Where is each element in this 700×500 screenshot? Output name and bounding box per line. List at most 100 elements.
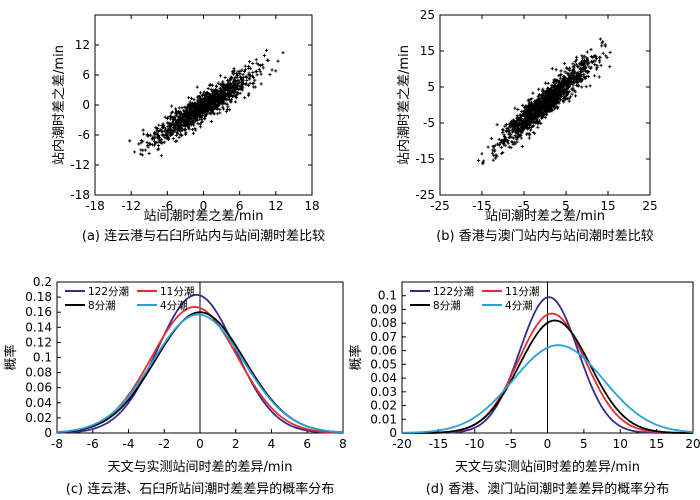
scatter-point [212,107,216,111]
scatter-point [232,69,237,73]
scatter-point [183,109,187,114]
scatter-point [151,135,155,139]
scatter-point [563,70,567,74]
scatter-point [230,85,234,89]
scatter-point [578,70,583,74]
scatter-point [574,62,578,66]
scatter-point [173,121,177,125]
scatter-point [203,104,207,108]
scatter-point [557,74,561,78]
scatter-point [567,73,571,77]
scatter-point [227,88,231,93]
scatter-point [207,101,212,105]
scatter-point [226,105,230,109]
x-tick-label: 6 [303,437,311,451]
scatter-point [187,118,191,122]
scatter-point [193,109,197,113]
scatter-point [601,51,605,55]
scatter-point [196,110,200,114]
scatter-point [608,50,612,54]
scatter-point [194,128,198,132]
x-tick-label: 0 [544,437,552,451]
scatter-point [552,80,556,84]
scatter-point [159,141,164,145]
scatter-point [559,72,563,77]
scatter-point [141,139,145,143]
y-tick-label: 0.09 [370,302,397,316]
y-tick-label: -5 [423,116,435,130]
scatter-point [170,104,174,108]
scatter-point [196,122,200,126]
scatter-point [179,129,183,133]
panel-caption: (d) 香港、澳门站间潮时差差异的概率分布 [426,481,670,497]
scatter-point [259,72,263,76]
scatter-point [268,72,272,77]
scatter-point [196,95,200,99]
scatter-point [520,144,524,149]
scatter-point [563,75,567,79]
scatter-point [155,132,159,136]
scatter-point [175,139,179,143]
scatter-point [515,116,519,120]
scatter-point [244,82,248,86]
scatter-point [196,115,200,119]
scatter-point [265,58,270,62]
scatter-point [160,133,164,137]
scatter-point [589,66,593,71]
scatter-point [522,126,526,130]
scatter-point [529,113,534,117]
scatter-point [566,91,571,95]
scatter-point [491,158,495,162]
scatter-point [190,128,194,132]
legend-label: 8分潮 [88,299,116,312]
scatter-point [199,107,203,111]
y-tick-label: -18 [70,188,90,202]
scatter-point [188,100,192,104]
scatter-point [527,115,531,119]
scatter-point [178,117,182,122]
scatter-point [204,112,208,116]
scatter-point [174,122,178,126]
scatter-point [520,123,524,128]
scatter-point [198,125,203,129]
scatter-point [513,106,517,110]
scatter-point [193,126,197,130]
scatter-point [597,75,601,79]
x-tick-label: -10 [465,437,485,451]
scatter-point [533,121,537,125]
scatter-point [181,117,185,122]
scatter-point [254,58,258,62]
scatter-point [586,74,591,79]
scatter-point [517,127,521,131]
scatter-point [228,92,233,96]
scatter-point [527,136,531,140]
scatter-point [209,95,213,99]
scatter-point [489,137,494,141]
scatter-point [534,104,538,108]
scatter-point [189,107,193,111]
x-tick-label: -6 [87,437,99,451]
x-tick-label: 5 [580,437,588,451]
scatter-point [522,113,526,117]
scatter-point [540,109,544,114]
scatter-point [544,101,548,105]
scatter-point [171,119,175,123]
scatter-point [512,136,516,140]
scatter-point [231,72,236,76]
scatter-point [252,85,256,89]
scatter-point [546,81,550,85]
scatter-point [158,128,162,133]
scatter-point [152,140,157,144]
scatter-point [533,108,537,112]
scatter-point [527,100,531,104]
scatter-point [165,128,170,132]
scatter-point [189,116,193,121]
scatter-point [148,133,153,137]
scatter-point [599,63,603,67]
scatter-point [567,97,571,101]
scatter-point [177,110,181,114]
scatter-point [195,118,199,123]
scatter-point [571,86,575,90]
scatter-point [500,140,504,144]
scatter-point [592,74,597,78]
